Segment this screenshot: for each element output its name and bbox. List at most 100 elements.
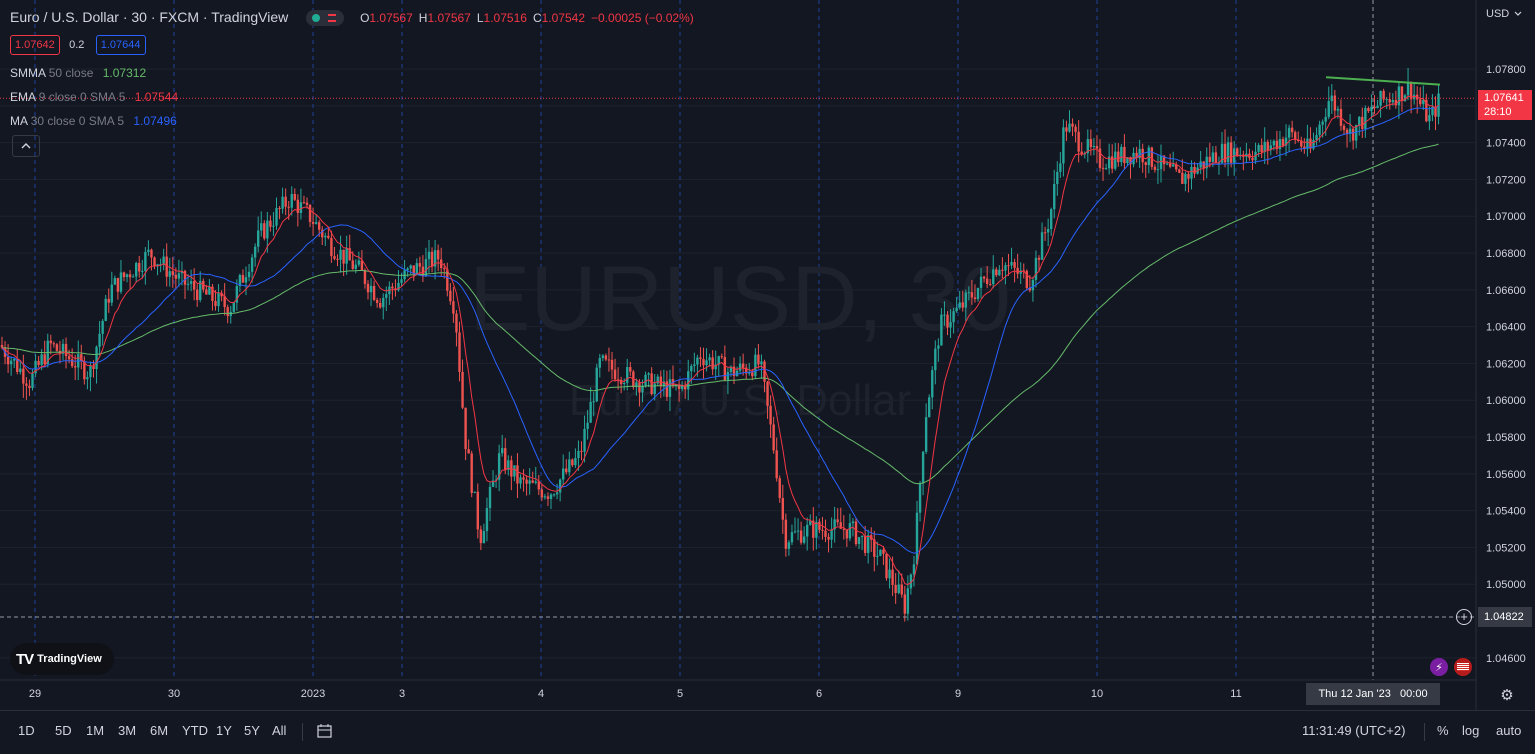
timeframe-5d[interactable]: 5D: [55, 723, 72, 738]
candle-body: [1184, 173, 1187, 184]
candle-body: [1117, 151, 1120, 163]
candle-body: [677, 384, 681, 390]
ask-price[interactable]: 1.07644: [95, 35, 146, 55]
auto-toggle[interactable]: auto: [1496, 723, 1522, 738]
candle-body: [485, 508, 489, 532]
candle-body: [806, 524, 809, 537]
timeframe-ytd[interactable]: YTD: [182, 723, 208, 738]
watermark-symbol: EURUSD, 30: [469, 248, 1011, 350]
candle-body: [790, 532, 794, 543]
candle-body: [244, 277, 248, 283]
candle-body: [867, 535, 870, 553]
candle-body: [961, 302, 964, 308]
candle-body: [796, 530, 800, 532]
candle-body: [1412, 94, 1416, 100]
candle-body: [513, 465, 516, 477]
candle-body: [351, 260, 354, 269]
candle-body: [1223, 143, 1227, 163]
tv-logo-icon: TV: [16, 650, 34, 668]
clock-timezone[interactable]: 11:31:49 (UTC+2): [1302, 723, 1406, 738]
timeframe-5y[interactable]: 5Y: [244, 723, 260, 738]
indicator-legend-smma[interactable]: SMMA 50 close 1.07312: [10, 66, 146, 80]
candle-body: [308, 204, 312, 222]
tradingview-logo[interactable]: TV TradingView: [10, 643, 114, 675]
candle-body: [345, 248, 348, 264]
candle-body: [1211, 152, 1215, 162]
candle-body: [757, 354, 760, 365]
candle-body: [1437, 93, 1440, 117]
candle-body: [976, 287, 980, 300]
timeframe-6m[interactable]: 6M: [150, 723, 169, 738]
candle-body: [674, 384, 678, 386]
smma-line: [1, 143, 1439, 485]
candle-body: [778, 478, 781, 499]
timeframe-1m[interactable]: 1M: [86, 723, 105, 738]
candle-body: [19, 368, 22, 373]
candle-body: [467, 449, 470, 454]
candle-body: [1187, 173, 1190, 179]
bid-price[interactable]: 1.07642: [10, 35, 60, 55]
time-axis-label: 11: [1230, 688, 1242, 700]
candle-body: [1391, 100, 1394, 103]
timeframe-1d[interactable]: 1D: [18, 723, 35, 738]
candle-body: [537, 481, 540, 490]
ohlc-value: 1.07542: [541, 11, 585, 25]
candle-body: [1144, 162, 1147, 165]
collapse-legend-button[interactable]: [12, 135, 40, 157]
currency-selector[interactable]: USD: [1486, 8, 1522, 20]
candle-body: [946, 314, 949, 328]
candle-body: [80, 354, 83, 362]
market-status-badge[interactable]: [306, 10, 345, 27]
candle-body: [751, 372, 754, 377]
candle-body: [1385, 99, 1388, 101]
candle-body: [882, 549, 885, 554]
candle-body: [180, 270, 184, 274]
candle-body: [1367, 108, 1370, 112]
percent-toggle[interactable]: %: [1437, 723, 1449, 738]
candle-body: [189, 281, 193, 284]
candle-body: [138, 262, 141, 272]
price-axis-label: 1.04600: [1486, 653, 1526, 665]
indicator-legend-ema[interactable]: EMA 9 close 0 SMA 5 1.07544: [10, 90, 178, 104]
candle-body: [897, 584, 900, 593]
candle-body: [842, 528, 845, 530]
events-lightning-button[interactable]: ⚡: [1430, 658, 1448, 676]
time-axis-label: 9: [954, 688, 962, 700]
timeframe-1y[interactable]: 1Y: [216, 723, 232, 738]
candle-body: [604, 355, 608, 360]
candle-body: [272, 225, 275, 227]
candle-body: [253, 246, 257, 258]
chart-settings-button[interactable]: ⚙: [1498, 686, 1516, 704]
candle-body: [799, 530, 803, 543]
candle-body: [1275, 140, 1279, 150]
timeframe-3m[interactable]: 3M: [118, 723, 137, 738]
candle-body: [906, 588, 910, 614]
indicator-legend-ma[interactable]: MA 30 close 0 SMA 5 1.07496: [10, 114, 177, 128]
candle-body: [324, 235, 327, 238]
candle-body: [726, 371, 730, 381]
candle-body: [131, 276, 135, 278]
price-axis-label: 1.07200: [1486, 174, 1526, 186]
symbol-title[interactable]: Euro / U.S. Dollar · 30 · FXCM · Trading…: [10, 9, 289, 25]
candle-body: [812, 520, 815, 538]
candle-body: [1419, 99, 1422, 105]
candle-body: [0, 345, 4, 348]
candle-body: [397, 282, 400, 291]
time-axis-label: 3: [398, 688, 406, 700]
ohlc-label: C: [532, 11, 542, 25]
timeframe-all[interactable]: All: [272, 723, 287, 738]
price-axis-label: 1.06600: [1486, 285, 1526, 297]
candle-body: [595, 367, 598, 402]
candle-body: [290, 194, 293, 208]
candle-body: [1004, 265, 1007, 271]
candle-body: [763, 361, 766, 382]
add-alert-button[interactable]: +: [1456, 608, 1472, 625]
candle-body: [314, 222, 318, 224]
candle-body: [586, 422, 589, 429]
crosshair-time-label: Thu 12 Jan '23 00:00: [1306, 683, 1440, 705]
economic-events-flag[interactable]: [1454, 658, 1472, 676]
date-range-button[interactable]: [316, 722, 334, 740]
candle-body: [400, 279, 403, 283]
log-toggle[interactable]: log: [1462, 723, 1480, 738]
